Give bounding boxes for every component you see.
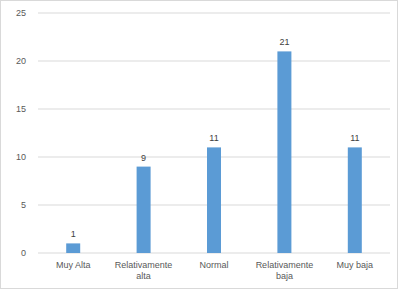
- bar: [277, 51, 291, 253]
- x-tick-label: Muy baja: [337, 260, 374, 270]
- y-tick-label: 15: [16, 104, 26, 114]
- data-label: 1: [71, 229, 76, 239]
- data-label: 9: [141, 153, 146, 163]
- x-tick-label: Muy Alta: [56, 260, 91, 270]
- x-tick-label: Relativamentebaja: [256, 260, 314, 281]
- y-tick-label: 20: [16, 56, 26, 66]
- chart-frame: [1, 1, 398, 289]
- y-tick-label: 10: [16, 152, 26, 162]
- label-line: alta: [136, 271, 151, 281]
- bar: [137, 167, 151, 253]
- y-tick-label: 5: [21, 200, 26, 210]
- label-line: Relativamente: [115, 260, 173, 270]
- data-label: 11: [209, 133, 218, 143]
- x-tick-label: Relativamentealta: [115, 260, 173, 281]
- bar: [66, 243, 80, 253]
- data-label: 11: [350, 133, 359, 143]
- grid-line: [38, 13, 390, 14]
- chart: 051015202519112111Muy AltaRelativamentea…: [0, 0, 398, 289]
- y-tick-label: 0: [21, 248, 26, 258]
- label-line: Muy baja: [337, 260, 374, 270]
- bar: [207, 147, 221, 253]
- label-line: Muy Alta: [56, 260, 91, 270]
- label-line: baja: [276, 271, 293, 281]
- data-label: 21: [279, 37, 289, 47]
- x-tick-label: Normal: [199, 260, 228, 270]
- label-line: Relativamente: [256, 260, 314, 270]
- y-tick-label: 25: [16, 8, 26, 18]
- grid-line: [38, 61, 390, 62]
- grid-line: [38, 109, 390, 110]
- bars: [66, 51, 362, 253]
- bar: [348, 147, 362, 253]
- label-line: Normal: [199, 260, 228, 270]
